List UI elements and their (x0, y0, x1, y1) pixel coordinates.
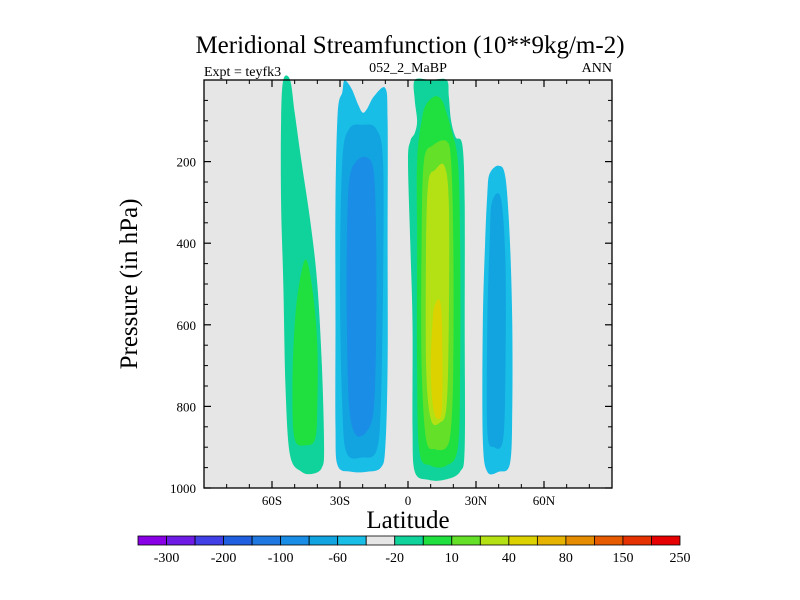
y-axis-label: Pressure (in hPa) (116, 199, 143, 370)
x-tick-label: 30S (330, 493, 350, 508)
nh-hadley-cell-core (430, 299, 443, 419)
colorbar-label: -200 (211, 551, 237, 566)
colorbar-box (337, 535, 367, 546)
chart-title: Meridional Streamfunction (10**9kg/m-2) (195, 32, 624, 59)
colorbar-label: 150 (612, 551, 633, 566)
x-tick-label: 30N (465, 493, 488, 508)
sh-tropical-cell-core (346, 156, 377, 437)
colorbar-box (536, 535, 567, 546)
colorbar-box (251, 535, 282, 546)
colorbar-box (451, 535, 481, 546)
x-tick-label: 60S (262, 493, 282, 508)
colorbar-label: -20 (385, 551, 404, 566)
y-tick-label: 200 (177, 155, 197, 170)
colorbar-label: 10 (445, 551, 459, 566)
colorbar-box (137, 535, 167, 546)
colorbar-box (622, 535, 652, 546)
colorbar-box (365, 535, 396, 546)
y-tick-label: 800 (177, 399, 197, 414)
subtitle-center: 052_2_MaBP (369, 61, 447, 76)
colorbar-label: 40 (502, 551, 516, 566)
colorbar-box (166, 535, 196, 546)
colorbar-box (223, 535, 253, 546)
plot-frame (203, 79, 613, 489)
colorbar-label: -60 (328, 551, 347, 566)
colorbar-box (479, 535, 510, 546)
x-tick-label: 60N (533, 493, 556, 508)
colorbar-box (594, 535, 624, 546)
colorbar-box (194, 535, 224, 546)
colorbar-box (422, 535, 453, 546)
colorbar-box (280, 535, 310, 546)
colorbar-box (651, 535, 681, 546)
x-tick-label: 0 (405, 493, 412, 508)
colorbar-label: -300 (154, 551, 180, 566)
colorbar-box (565, 535, 595, 546)
axes: 60S 30S 0 30N 60N 200 400 600 800 1000 (170, 80, 612, 508)
plot-area (204, 80, 612, 488)
sh-outer-cell-core (292, 259, 318, 446)
colorbar: -300 -200 -100 -60 -20 10 40 80 150 250 (137, 535, 691, 566)
contour-cells (280, 75, 513, 481)
nh-ferrel-cell-core (486, 193, 506, 449)
colorbar-label: 250 (670, 551, 691, 566)
subtitle-left: Expt = teyfk3 (204, 65, 281, 80)
x-axis-label: Latitude (366, 507, 449, 534)
y-tick-label: 400 (177, 236, 197, 251)
colorbar-label: -100 (268, 551, 294, 566)
colorbar-box (308, 535, 339, 546)
subtitle-right: ANN (582, 61, 612, 76)
colorbar-box (394, 535, 424, 546)
colorbar-box (508, 535, 538, 546)
y-tick-label: 600 (177, 318, 197, 333)
y-tick-label: 1000 (170, 481, 196, 496)
colorbar-label: 80 (559, 551, 573, 566)
